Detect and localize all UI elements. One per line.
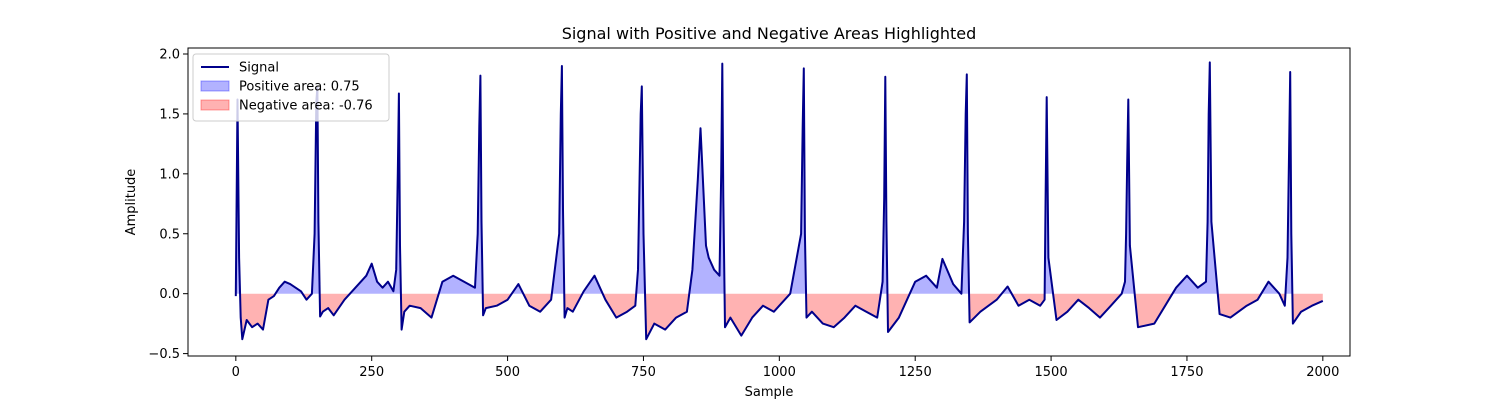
x-tick-label: 1250 [899, 365, 932, 380]
y-tick-label: 1.0 [159, 167, 180, 182]
x-tick-label: 1000 [763, 365, 796, 380]
y-tick-label: −0.5 [148, 347, 180, 362]
negative-area-8 [602, 293, 637, 318]
positive-area-9 [689, 63, 725, 294]
positive-area-15 [1121, 99, 1135, 294]
signal-line [234, 61, 1324, 341]
x-axis-title: Sample [745, 385, 794, 400]
plot-frame [187, 47, 1351, 357]
x-tick-label: 750 [631, 365, 656, 380]
legend: Signal Positive area: 0.75 Negative area… [192, 53, 390, 122]
y-tick-label: 0.0 [159, 287, 180, 302]
negative-area-9 [645, 293, 690, 340]
positive-area-4 [438, 75, 483, 294]
positive-area-12 [909, 74, 969, 294]
negative-area-15 [1053, 293, 1122, 320]
negative-area-10 [724, 293, 791, 336]
y-tick-label: 0.5 [159, 227, 180, 242]
legend-label-negative: Negative area: -0.76 [239, 99, 373, 114]
positive-area-7 [582, 275, 603, 294]
positive-area-3 [350, 93, 401, 294]
negative-area-6 [523, 293, 552, 312]
axis-ticks: 0 250 500 750 1000 1250 1500 1750 2000 −0.5 0.0 0.5… [148, 47, 1339, 380]
legend-swatch-positive [200, 80, 230, 92]
negative-area-17 [1217, 293, 1262, 318]
legend-box [192, 53, 390, 122]
x-tick-label: 2000 [1306, 365, 1339, 380]
x-tick-label: 1500 [1035, 365, 1068, 380]
y-tick-label: 1.5 [159, 107, 180, 122]
legend-label-signal: Signal [239, 61, 279, 76]
x-tick-label: 0 [232, 365, 240, 380]
negative-area-4 [400, 293, 439, 330]
negative-area-16 [1134, 293, 1173, 328]
negative-area-19 [1292, 293, 1323, 324]
positive-area-5 [511, 284, 524, 294]
y-tick-label: 2.0 [159, 47, 180, 62]
x-tick-label: 500 [495, 365, 520, 380]
negative-area-12 [887, 293, 910, 332]
negative-area-7 [564, 293, 583, 318]
positive-area-17 [1261, 281, 1280, 294]
negative-area-3 [319, 293, 350, 317]
x-tick-label: 1750 [1170, 365, 1203, 380]
x-tick-label: 250 [359, 365, 384, 380]
positive-area-10 [790, 68, 806, 294]
legend-swatch-negative [200, 99, 230, 111]
chart-title: Signal with Positive and Negative Areas … [562, 24, 977, 43]
negative-area-1 [240, 293, 276, 340]
y-axis-title: Amplitude [124, 169, 139, 236]
legend-label-positive: Positive area: 0.75 [239, 80, 360, 95]
negative-area-11 [806, 293, 881, 328]
